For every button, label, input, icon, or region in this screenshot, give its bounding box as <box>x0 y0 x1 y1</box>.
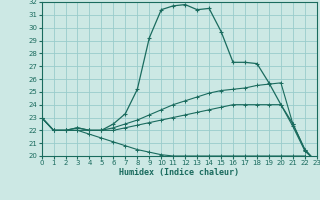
X-axis label: Humidex (Indice chaleur): Humidex (Indice chaleur) <box>119 168 239 177</box>
